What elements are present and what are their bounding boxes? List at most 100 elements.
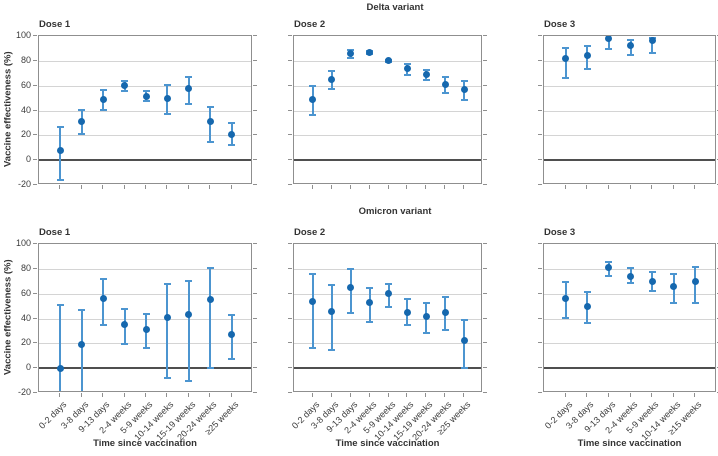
x-axis-tick: [102, 393, 104, 397]
error-bar-cap: [185, 76, 193, 79]
point-marker: [583, 52, 591, 60]
error-bar-cap: [441, 76, 449, 79]
error-bar: [349, 268, 352, 314]
point-marker: [206, 118, 214, 126]
error-bar-cap: [347, 268, 355, 271]
y-axis-tick: [288, 134, 292, 136]
y-tick-label: 40: [20, 104, 31, 115]
point-marker: [670, 282, 678, 290]
x-axis-tick: [387, 185, 389, 189]
error-bar-cap: [366, 320, 374, 323]
error-bar-cap: [562, 280, 570, 283]
gridline: [544, 343, 715, 345]
x-axis-tick: [694, 393, 696, 397]
y-axis-tick: [288, 243, 292, 244]
y-axis-tick: [288, 184, 292, 185]
error-bar: [564, 47, 567, 79]
point-marker: [691, 277, 699, 285]
error-bar-cap: [56, 304, 64, 307]
x-axis-tick: [59, 393, 61, 397]
y-axis-tick: [483, 267, 487, 269]
x-axis-tick: [406, 185, 408, 189]
zero-line: [294, 367, 481, 370]
y-axis-tick: [288, 84, 292, 86]
error-bar-cap: [562, 317, 570, 319]
error-bar: [187, 280, 190, 382]
point-marker: [328, 75, 336, 83]
error-bar-cap: [328, 70, 336, 73]
gridline: [544, 318, 715, 320]
error-bar-cap: [99, 324, 107, 327]
y-axis-tick: [253, 159, 257, 161]
x-axis-title-dose3: Time since vaccination: [577, 438, 682, 449]
error-bar-cap: [206, 141, 214, 144]
point-marker: [206, 296, 214, 304]
error-bar-cap: [403, 62, 411, 65]
error-bar: [209, 267, 212, 369]
panel-omicron-dose-1: [38, 243, 252, 392]
point-marker: [142, 93, 150, 101]
error-bar-cap: [142, 313, 150, 316]
error-bar-cap: [228, 314, 236, 317]
y-axis-tick: [253, 59, 257, 61]
error-bar-cap: [403, 324, 411, 327]
error-bar-cap: [309, 273, 317, 276]
x-axis-tick: [629, 185, 631, 189]
y-axis-tick: [33, 84, 37, 86]
error-bar-cap: [385, 283, 392, 286]
x-axis-tick: [330, 393, 332, 397]
y-axis-tick: [288, 267, 292, 269]
y-axis-tick: [253, 35, 257, 36]
error-bar-cap: [328, 349, 336, 352]
point-marker: [328, 307, 336, 315]
y-axis-tick: [288, 367, 292, 369]
point-marker: [366, 48, 374, 56]
x-axis-tick: [607, 185, 609, 189]
error-bar-cap: [460, 366, 468, 369]
y-axis-tick: [483, 342, 487, 344]
panel-omicron-dose-3: [543, 243, 716, 392]
error-bar: [330, 284, 333, 351]
point-marker: [366, 298, 374, 306]
error-bar: [80, 309, 83, 391]
error-bar-cap: [460, 80, 468, 83]
gridline: [39, 60, 251, 62]
error-bar-cap: [441, 329, 449, 332]
y-axis-tick: [33, 392, 37, 393]
error-bar-cap: [78, 132, 86, 135]
error-bar-cap: [605, 260, 613, 263]
error-bar-cap: [328, 87, 336, 90]
error-bar-cap: [403, 298, 411, 301]
x-axis-tick: [564, 393, 566, 397]
error-bar-cap: [691, 265, 699, 268]
x-axis-tick: [607, 393, 609, 397]
point-marker: [583, 302, 591, 310]
x-axis-tick: [123, 185, 125, 189]
gridline: [39, 293, 251, 295]
error-bar: [607, 36, 610, 50]
error-bar-cap: [121, 80, 129, 83]
y-axis-tick: [538, 392, 542, 393]
error-bar-cap: [627, 282, 634, 285]
gridline: [39, 135, 251, 137]
gridline: [544, 110, 715, 112]
error-bar-cap: [670, 302, 678, 305]
gridline: [294, 268, 481, 270]
y-axis-tick: [253, 317, 257, 319]
point-marker: [228, 331, 236, 339]
y-axis-tick: [33, 317, 37, 319]
x-axis-tick: [629, 393, 631, 397]
point-marker: [99, 95, 107, 103]
error-bar-cap: [163, 112, 171, 115]
point-marker: [163, 94, 171, 102]
error-bar-cap: [163, 283, 171, 286]
point-marker: [403, 64, 411, 72]
panel-omicron-dose-2: [293, 243, 482, 392]
panel-delta-dose-1: [38, 35, 252, 184]
error-bar-cap: [78, 309, 86, 312]
error-bar-cap: [385, 305, 392, 308]
point-marker: [648, 37, 656, 45]
gridline: [544, 85, 715, 87]
point-marker: [441, 80, 449, 88]
